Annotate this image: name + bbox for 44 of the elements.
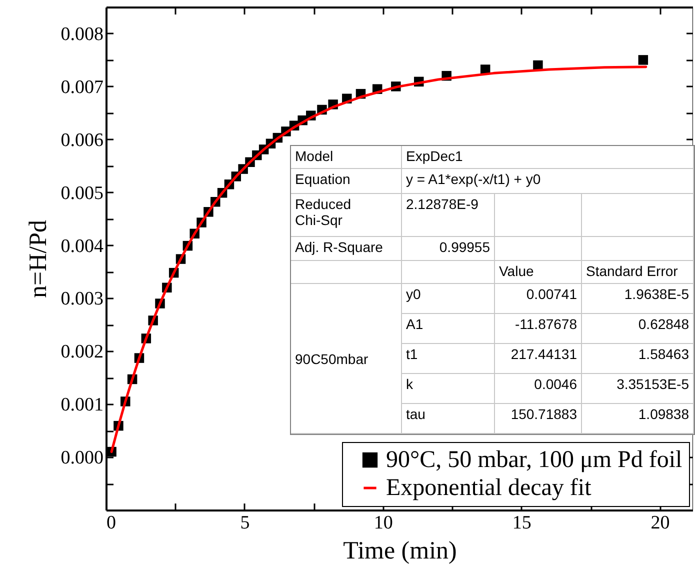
annotation: Reduced Chi-Sqr (291, 194, 402, 237)
annotation: 217.44131 (495, 344, 582, 374)
y-tick-label: 0.002 (60, 342, 104, 363)
annotation: y = A1*exp(-x/t1) + y0 (402, 169, 694, 194)
annotation: Equation (291, 169, 402, 194)
legend-label: Exponential decay fit (386, 475, 592, 501)
annotation: y0 (402, 284, 495, 314)
annotation: 0.00741 (495, 284, 582, 314)
annotation: -11.87678 (495, 314, 582, 344)
y-tick-label: 0.007 (60, 76, 104, 98)
annotation: 1.9638E-5 (582, 284, 694, 314)
annotation: 3.35153E-5 (582, 374, 694, 404)
annotation: 90C50mbar (291, 284, 402, 434)
legend-label: 90°C, 50 mbar, 100 μm Pd foil (386, 447, 682, 473)
x-axis-title: Time (min) (343, 538, 457, 564)
annotation: Standard Error (582, 261, 694, 284)
y-tick-label: 0.005 (60, 182, 104, 204)
y-tick-label: 0.004 (60, 236, 104, 257)
annotation: A1 (402, 314, 495, 344)
annotation: 1.58463 (582, 344, 694, 374)
x-tick-label: 20 (650, 512, 670, 534)
annotation: 0.0046 (495, 374, 582, 404)
annotation: k (402, 374, 495, 404)
annotation: 0.62848 (582, 314, 694, 344)
annotation: tau (402, 404, 495, 434)
annotation: Value (495, 261, 582, 284)
annotation: 150.71883 (495, 404, 582, 434)
x-tick-label: 15 (512, 512, 532, 534)
annotation: 2.12878E-9 (402, 194, 495, 237)
annotation: Adj. R-Square (291, 237, 402, 261)
x-tick-label: 0 (106, 512, 116, 534)
y-tick-label: 0.003 (60, 288, 104, 310)
y-tick-label: 0.001 (60, 394, 104, 416)
annotation: ExpDec1 (402, 146, 694, 169)
annotation: Model (291, 146, 402, 169)
y-axis-title: n=H/Pd (24, 220, 52, 298)
annotation: 1.09838 (582, 404, 694, 434)
y-tick-label: 0.000 (60, 448, 104, 469)
y-tick-label: 0.008 (60, 24, 104, 45)
x-tick-label: 5 (240, 512, 250, 534)
annotation: t1 (402, 344, 495, 374)
y-tick-label: 0.006 (60, 130, 104, 151)
x-tick-label: 10 (374, 512, 393, 534)
annotation: 0.99955 (402, 237, 495, 261)
